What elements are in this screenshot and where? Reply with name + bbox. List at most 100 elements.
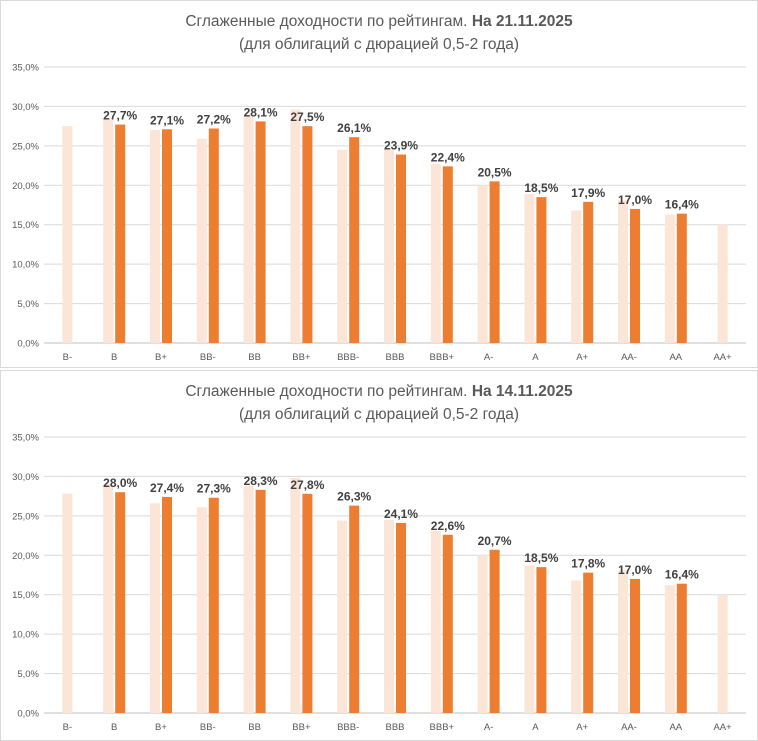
y-tick-label: 15,0% <box>12 220 39 231</box>
x-tick-label: BBB+ <box>430 352 455 363</box>
bar-previous <box>571 580 582 713</box>
x-tick-label: A+ <box>576 722 588 733</box>
x-tick-label: BBB- <box>337 722 359 733</box>
y-tick-label: 25,0% <box>12 511 39 522</box>
x-tick-label: B+ <box>155 352 167 363</box>
chart-title-prefix: Сглаженные доходности по рейтингам. <box>185 13 472 30</box>
bar-previous <box>717 224 728 343</box>
bar-previous <box>290 478 301 713</box>
x-tick-label: A- <box>484 722 494 733</box>
bar-current <box>676 213 687 343</box>
data-label: 28,1% <box>244 105 278 119</box>
y-tick-label: 15,0% <box>12 590 39 601</box>
data-label: 27,8% <box>290 478 324 492</box>
bar-previous <box>337 149 348 343</box>
data-label: 27,1% <box>150 113 184 127</box>
y-tick-label: 30,0% <box>12 472 39 483</box>
y-tick-label: 35,0% <box>12 433 39 444</box>
data-label: 20,5% <box>478 165 512 179</box>
bar-current <box>442 166 453 343</box>
bar-current <box>208 497 219 713</box>
bar-previous <box>430 530 441 713</box>
bar-previous <box>62 126 73 344</box>
bar-current <box>536 567 547 713</box>
bar-previous <box>664 585 675 713</box>
bar-previous <box>384 149 394 343</box>
data-label: 22,6% <box>431 519 465 533</box>
y-tick-label: 10,0% <box>12 630 39 641</box>
bar-previous <box>524 565 535 713</box>
data-label: 27,4% <box>150 481 184 495</box>
x-tick-label: BB- <box>200 722 216 733</box>
data-label: 27,2% <box>197 113 231 127</box>
bar-current <box>302 126 313 344</box>
data-label: 22,4% <box>431 150 465 164</box>
x-tick-label: AA+ <box>713 352 732 363</box>
chart-subtitle: (для облигаций с дюрацией 0,5-2 года) <box>238 36 520 53</box>
x-tick-label: B <box>111 722 117 733</box>
bar-current <box>349 505 360 713</box>
bar-previous <box>150 503 160 713</box>
chart-title-date: На 14.11.2025 <box>471 383 573 400</box>
y-tick-label: 0,0% <box>17 709 39 720</box>
bar-previous <box>664 214 675 343</box>
bar-chart-plot: 0,0% 5,0% 10,0% 15,0% 20,0% 25,0% 30,0% 35,0% B-… <box>12 63 746 363</box>
data-label: 16,4% <box>665 568 699 582</box>
data-label: 27,7% <box>103 109 137 123</box>
x-tick-label: BB <box>248 722 261 733</box>
x-tick-label: A <box>532 722 539 733</box>
bar-current <box>162 129 172 343</box>
bar-previous <box>477 185 488 343</box>
x-tick-label: BB+ <box>292 722 311 733</box>
chart-title-date: На 21.11.2025 <box>471 13 573 30</box>
data-label: 23,9% <box>384 139 418 153</box>
y-tick-label: 5,0% <box>17 669 39 680</box>
bar-current <box>302 493 313 713</box>
x-tick-label: B- <box>63 352 73 363</box>
bar-previous <box>62 493 73 713</box>
bar-current <box>255 121 266 343</box>
bar-previous <box>103 484 114 713</box>
chart-title: Сглаженные доходности по рейтингам. На 2… <box>1 11 757 33</box>
data-label: 18,5% <box>524 181 558 195</box>
data-label: 26,1% <box>337 121 371 135</box>
y-tick-label: 35,0% <box>12 63 39 74</box>
x-tick-label: AA+ <box>713 722 732 733</box>
data-label: 28,3% <box>244 474 278 488</box>
x-tick-label: BB- <box>200 352 216 363</box>
bar-chart-plot: 0,0% 5,0% 10,0% 15,0% 20,0% 25,0% 30,0% 35,0% B-… <box>12 433 746 733</box>
bar-current <box>583 201 594 343</box>
data-label: 17,8% <box>571 557 605 571</box>
data-label: 17,0% <box>618 193 652 207</box>
x-tick-label: B- <box>63 722 73 733</box>
chart-panel-21-11-2025: Сглаженные доходности по рейтингам. На 2… <box>0 0 758 368</box>
bar-current <box>255 489 266 713</box>
bar-current <box>583 572 594 713</box>
bar-current <box>630 578 640 713</box>
bar-previous <box>243 485 254 713</box>
bar-previous <box>477 555 488 713</box>
data-label: 27,3% <box>197 482 231 496</box>
y-tick-label: 0,0% <box>17 339 39 350</box>
bar-current <box>442 534 453 713</box>
chart-subtitle: (для облигаций с дюрацией 0,5-2 года) <box>238 406 520 423</box>
bar-current <box>115 124 126 344</box>
data-label: 17,9% <box>571 186 605 200</box>
data-label: 28,0% <box>103 476 137 490</box>
x-tick-label: B+ <box>155 722 167 733</box>
x-tick-label: A+ <box>576 352 588 363</box>
bar-previous <box>717 595 728 713</box>
x-tick-label: BBB <box>385 722 404 733</box>
bar-current <box>489 181 500 343</box>
y-tick-label: 10,0% <box>12 260 39 271</box>
x-tick-label: BBB <box>385 352 404 363</box>
bar-previous <box>150 130 160 343</box>
x-tick-label: AA- <box>621 722 637 733</box>
bar-current <box>536 197 547 343</box>
x-tick-label: BB <box>248 352 261 363</box>
bar-current <box>676 583 687 713</box>
data-label: 24,1% <box>384 507 418 521</box>
bar-current <box>396 522 406 713</box>
data-label: 16,4% <box>665 198 699 212</box>
x-tick-label: BBB+ <box>430 722 455 733</box>
